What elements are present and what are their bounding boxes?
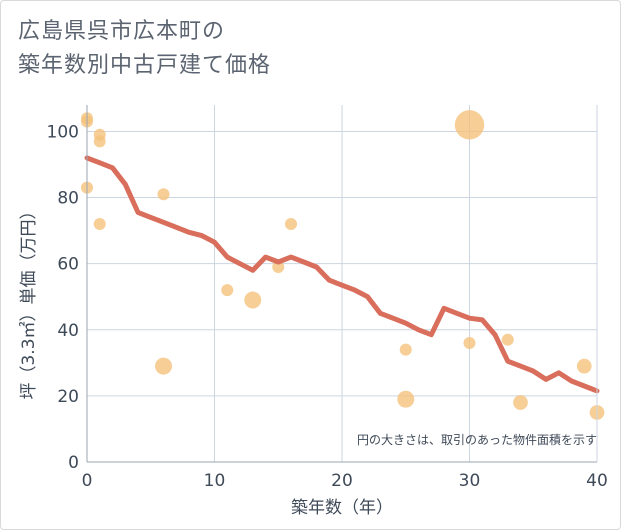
trend-layer	[84, 155, 600, 394]
x-tick-label: 30	[459, 471, 481, 491]
data-bubble	[157, 188, 170, 201]
trend-line	[84, 155, 600, 394]
x-tick-label: 40	[586, 471, 608, 491]
data-bubble	[501, 333, 514, 346]
x-tick-label: 10	[204, 471, 226, 491]
chart-title-line-1: 広島県呉市広本町の	[18, 19, 226, 44]
data-bubble	[221, 284, 234, 297]
data-bubble	[93, 218, 106, 230]
y-tick-label: 0	[68, 453, 79, 473]
y-tick-label: 60	[57, 255, 79, 275]
data-bubble	[463, 337, 476, 349]
data-bubble	[155, 357, 172, 375]
x-axis-title: 築年数（年）	[291, 498, 393, 518]
data-bubble	[454, 110, 485, 140]
bubble-size-note: 円の大きさは、取引のあった物件面積を示す	[357, 432, 597, 447]
y-tick-label: 20	[57, 387, 79, 407]
data-bubble	[285, 218, 297, 230]
data-bubble	[513, 395, 528, 410]
x-tick-label: 0	[82, 471, 93, 491]
y-tick-label: 100	[47, 122, 79, 142]
data-bubble	[399, 343, 412, 356]
x-tick-label: 20	[331, 471, 353, 491]
data-bubble	[272, 260, 285, 273]
data-bubble	[244, 291, 262, 309]
data-bubble	[93, 135, 106, 148]
chart-title-line-2: 築年数別中古戸建て価格	[18, 53, 272, 78]
data-bubble	[576, 358, 592, 374]
bubble-layer	[81, 110, 605, 420]
axis-layer: 0 20 40 60 80 100 0 10 20 30 40	[47, 105, 608, 491]
y-axis-title: 坪（3.3㎡）単価（万円）	[19, 202, 39, 399]
y-tick-label: 80	[57, 189, 79, 209]
y-tick-label: 40	[57, 321, 79, 341]
data-bubble	[397, 390, 415, 408]
chart-title: 広島県呉市広本町の 築年数別中古戸建て価格	[18, 15, 271, 83]
